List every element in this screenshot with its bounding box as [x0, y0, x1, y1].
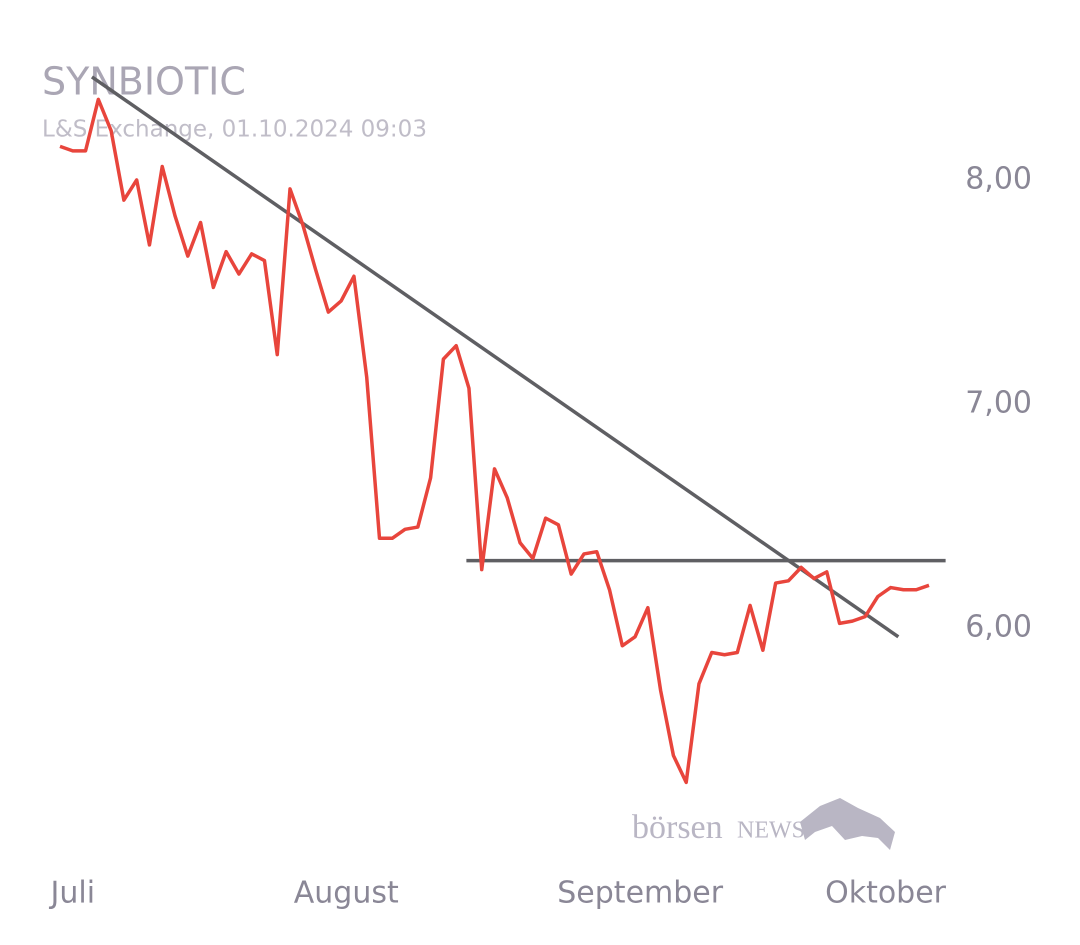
chart-subtitle: L&S Exchange, 01.10.2024 09:03: [42, 117, 427, 143]
watermark: börsen NEWS: [632, 798, 895, 850]
y-tick-label: 6,00: [965, 609, 1032, 644]
chart-title: SYNBIOTIC: [42, 60, 246, 104]
x-tick-label: Juli: [49, 876, 96, 911]
x-tick-label: Oktober: [825, 876, 947, 911]
watermark-bull: [800, 798, 895, 850]
x-tick-label: August: [294, 876, 399, 911]
y-tick-label: 8,00: [965, 161, 1032, 196]
price-line: [59, 97, 930, 785]
x-tick-label: September: [557, 876, 723, 911]
watermark-text: börsen: [632, 809, 723, 846]
trend-line: [90, 75, 900, 639]
watermark-text: NEWS: [737, 818, 805, 844]
y-tick-label: 7,00: [965, 385, 1032, 420]
